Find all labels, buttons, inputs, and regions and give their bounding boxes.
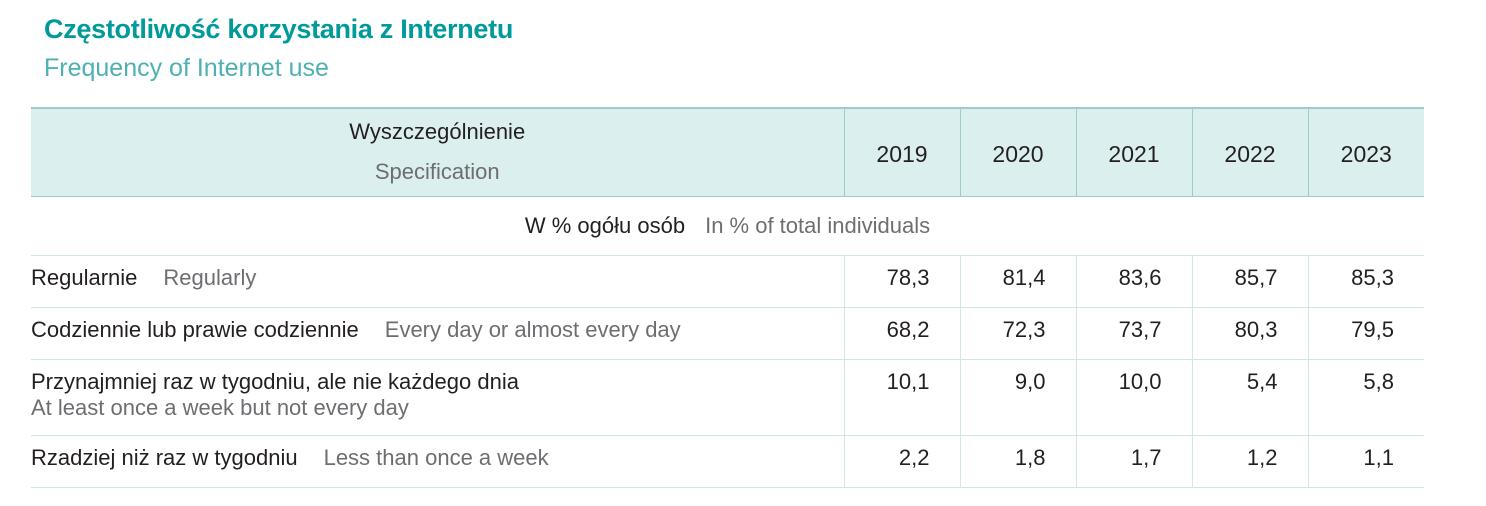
row-label-polish: Codziennie lub prawie codziennie bbox=[31, 316, 359, 342]
value-2021: 1,7 bbox=[1075, 435, 1192, 488]
row-label-english: At least once a week but not every day bbox=[31, 394, 409, 420]
value-2021: 10,0 bbox=[1075, 359, 1192, 436]
row-label-polish: Przynajmniej raz w tygodniu, ale nie każ… bbox=[31, 368, 519, 394]
value-2019: 2,2 bbox=[843, 435, 960, 488]
unit-cell: W % ogółu osób In % of total individuals bbox=[31, 196, 1424, 256]
row-label: Rzadziej niż raz w tygodniu Less than onc… bbox=[31, 435, 844, 488]
table-row: Przynajmniej raz w tygodniu, ale nie każ… bbox=[31, 359, 1424, 436]
table-row: Codziennie lub prawie codziennie Every da… bbox=[31, 307, 1424, 360]
header-year-2021: 2021 bbox=[1075, 107, 1192, 197]
header-spec-english: Specification bbox=[374, 159, 500, 185]
header-year-2019: 2019 bbox=[843, 107, 960, 197]
value-2022: 80,3 bbox=[1191, 307, 1308, 360]
frequency-table: Wyszczególnienie Specification 2019 2020… bbox=[31, 107, 1424, 488]
value-2023: 1,1 bbox=[1307, 435, 1424, 488]
value-2019: 68,2 bbox=[843, 307, 960, 360]
value-2019: 78,3 bbox=[843, 255, 960, 308]
value-2023: 79,5 bbox=[1307, 307, 1424, 360]
unit-row: W % ogółu osób In % of total individuals bbox=[31, 196, 1424, 256]
unit-polish: W % ogółu osób bbox=[524, 212, 686, 238]
value-2023: 5,8 bbox=[1307, 359, 1424, 436]
value-2022: 5,4 bbox=[1191, 359, 1308, 436]
title-polish: Częstotliwość korzystania z Internetu bbox=[44, 14, 514, 44]
row-label: Przynajmniej raz w tygodniu, ale nie każ… bbox=[31, 359, 844, 436]
row-label-english: Every day or almost every day bbox=[384, 316, 681, 342]
value-2022: 1,2 bbox=[1191, 435, 1308, 488]
value-2020: 81,4 bbox=[959, 255, 1076, 308]
unit-english: In % of total individuals bbox=[705, 212, 931, 238]
value-2023: 85,3 bbox=[1307, 255, 1424, 308]
table-row: Rzadziej niż raz w tygodniu Less than onc… bbox=[31, 435, 1424, 488]
value-2021: 73,7 bbox=[1075, 307, 1192, 360]
value-2021: 83,6 bbox=[1075, 255, 1192, 308]
value-2020: 72,3 bbox=[959, 307, 1076, 360]
row-label: Regularnie Regularly bbox=[31, 255, 844, 308]
value-2019: 10,1 bbox=[843, 359, 960, 436]
header-year-2020: 2020 bbox=[959, 107, 1076, 197]
value-2020: 9,0 bbox=[959, 359, 1076, 436]
header-spec-polish: Wyszczególnienie bbox=[349, 119, 526, 145]
header-specification: Wyszczególnienie Specification bbox=[31, 107, 844, 197]
row-label-english: Less than once a week bbox=[323, 444, 549, 470]
table-row: Regularnie Regularly 78,3 81,4 83,6 85,7 … bbox=[31, 255, 1424, 308]
title-english: Frequency of Internet use bbox=[44, 54, 329, 82]
header-year-2023: 2023 bbox=[1307, 107, 1424, 197]
row-label-polish: Regularnie bbox=[31, 264, 138, 290]
row-label-english: Regularly bbox=[163, 264, 257, 290]
value-2020: 1,8 bbox=[959, 435, 1076, 488]
row-label: Codziennie lub prawie codziennie Every da… bbox=[31, 307, 844, 360]
value-2022: 85,7 bbox=[1191, 255, 1308, 308]
header-row: Wyszczególnienie Specification 2019 2020… bbox=[31, 107, 1424, 197]
header-year-2022: 2022 bbox=[1191, 107, 1308, 197]
row-label-polish: Rzadziej niż raz w tygodniu bbox=[31, 444, 298, 470]
